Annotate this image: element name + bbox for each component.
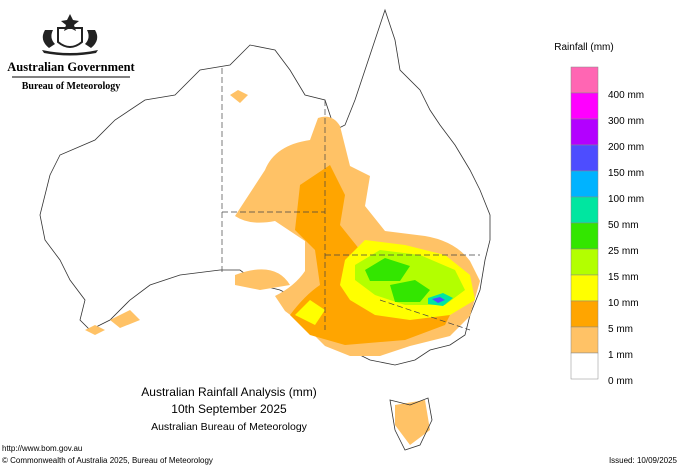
legend-title: Rainfall (mm) <box>554 42 613 53</box>
legend-swatch <box>570 118 599 146</box>
legend-swatch <box>570 352 599 380</box>
legend-label: 25 mm <box>608 246 639 257</box>
agency-name: Bureau of Meteorology <box>22 81 121 92</box>
legend-label: 10 mm <box>608 298 639 309</box>
crest <box>42 14 98 56</box>
legend-label: 50 mm <box>608 220 639 231</box>
footer-issued: Issued: 10/09/2025 <box>609 456 678 465</box>
footer-copyright: © Commonwealth of Australia 2025, Bureau… <box>2 456 213 465</box>
legend-swatch <box>570 170 599 198</box>
legend-label: 15 mm <box>608 272 639 283</box>
legend-label: 150 mm <box>608 168 644 179</box>
legend-label: 5 mm <box>608 324 633 335</box>
legend-swatch <box>570 222 599 250</box>
legend-swatch <box>570 92 599 120</box>
legend-label: 1 mm <box>608 350 633 361</box>
legend-label: 0 mm <box>608 376 633 387</box>
map-date: 10th September 2025 <box>171 402 287 416</box>
map-title: Australian Rainfall Analysis (mm) <box>141 385 316 399</box>
footer-url: http://www.bom.gov.au <box>2 444 82 453</box>
government-name: Australian Government <box>7 60 135 74</box>
tasmania-outline <box>389 397 433 451</box>
legend-swatch <box>570 274 599 302</box>
legend-label: 300 mm <box>608 116 644 127</box>
legend-swatch <box>570 248 599 276</box>
legend-swatch <box>570 144 599 172</box>
map-source: Australian Bureau of Meteorology <box>151 421 308 433</box>
legend: Rainfall (mm) 400 mm 300 mm 200 mm 150 mm 10… <box>554 42 644 387</box>
legend-label: 100 mm <box>608 194 644 205</box>
state-borders <box>221 68 480 331</box>
legend-label: 400 mm <box>608 90 644 101</box>
legend-swatch <box>570 196 599 224</box>
legend-swatch <box>570 300 599 328</box>
legend-label: 200 mm <box>608 142 644 153</box>
legend-swatch <box>570 66 599 94</box>
legend-swatch <box>570 326 599 354</box>
rainfall-areas <box>85 90 480 445</box>
